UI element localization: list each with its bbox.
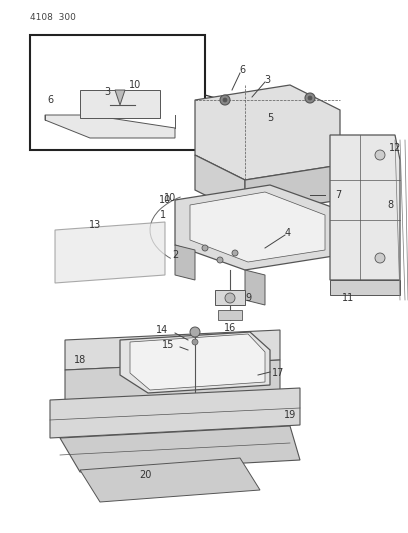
Text: 4108  300: 4108 300 <box>30 13 76 22</box>
Polygon shape <box>195 85 340 180</box>
Text: 12: 12 <box>389 143 401 153</box>
Text: 13: 13 <box>89 220 101 230</box>
Polygon shape <box>330 135 400 280</box>
Text: 11: 11 <box>342 293 354 303</box>
Text: 10: 10 <box>164 193 176 203</box>
Text: 1: 1 <box>160 210 166 220</box>
Polygon shape <box>80 458 260 502</box>
Polygon shape <box>60 426 300 472</box>
Polygon shape <box>175 245 195 280</box>
Text: 7: 7 <box>335 190 341 200</box>
Polygon shape <box>190 192 325 262</box>
Polygon shape <box>120 332 270 393</box>
Polygon shape <box>80 90 160 118</box>
Text: 17: 17 <box>272 368 284 378</box>
Text: 8: 8 <box>387 200 393 210</box>
Polygon shape <box>130 334 265 390</box>
Polygon shape <box>330 280 400 295</box>
Polygon shape <box>195 155 245 215</box>
Polygon shape <box>218 310 242 320</box>
Polygon shape <box>215 290 245 305</box>
Circle shape <box>190 327 200 337</box>
Circle shape <box>192 339 198 345</box>
Circle shape <box>375 253 385 263</box>
Polygon shape <box>245 165 340 215</box>
Text: 3: 3 <box>104 87 110 97</box>
Polygon shape <box>65 330 280 370</box>
Circle shape <box>225 293 235 303</box>
Circle shape <box>232 250 238 256</box>
Text: 16: 16 <box>224 323 236 333</box>
Circle shape <box>223 98 227 102</box>
Polygon shape <box>175 185 340 270</box>
Text: 5: 5 <box>267 113 273 123</box>
Text: 15: 15 <box>162 340 174 350</box>
Text: 3: 3 <box>264 75 270 85</box>
Polygon shape <box>65 360 280 410</box>
Text: 20: 20 <box>139 470 151 480</box>
Polygon shape <box>50 388 300 438</box>
Text: 14: 14 <box>156 325 168 335</box>
Text: 4: 4 <box>285 228 291 238</box>
Text: 10: 10 <box>159 195 171 205</box>
Bar <box>30 35 205 150</box>
Polygon shape <box>115 90 125 105</box>
Text: 19: 19 <box>284 410 296 420</box>
Text: 18: 18 <box>74 355 86 365</box>
Text: 9: 9 <box>245 293 251 303</box>
Polygon shape <box>45 115 175 138</box>
Circle shape <box>375 150 385 160</box>
Circle shape <box>202 245 208 251</box>
Polygon shape <box>55 222 165 283</box>
Circle shape <box>308 96 312 100</box>
Text: 6: 6 <box>239 65 245 75</box>
Text: 2: 2 <box>172 250 178 260</box>
Text: 6: 6 <box>47 95 53 105</box>
Text: 10: 10 <box>129 80 141 90</box>
Polygon shape <box>245 270 265 305</box>
Circle shape <box>217 257 223 263</box>
Circle shape <box>220 95 230 105</box>
Circle shape <box>305 93 315 103</box>
